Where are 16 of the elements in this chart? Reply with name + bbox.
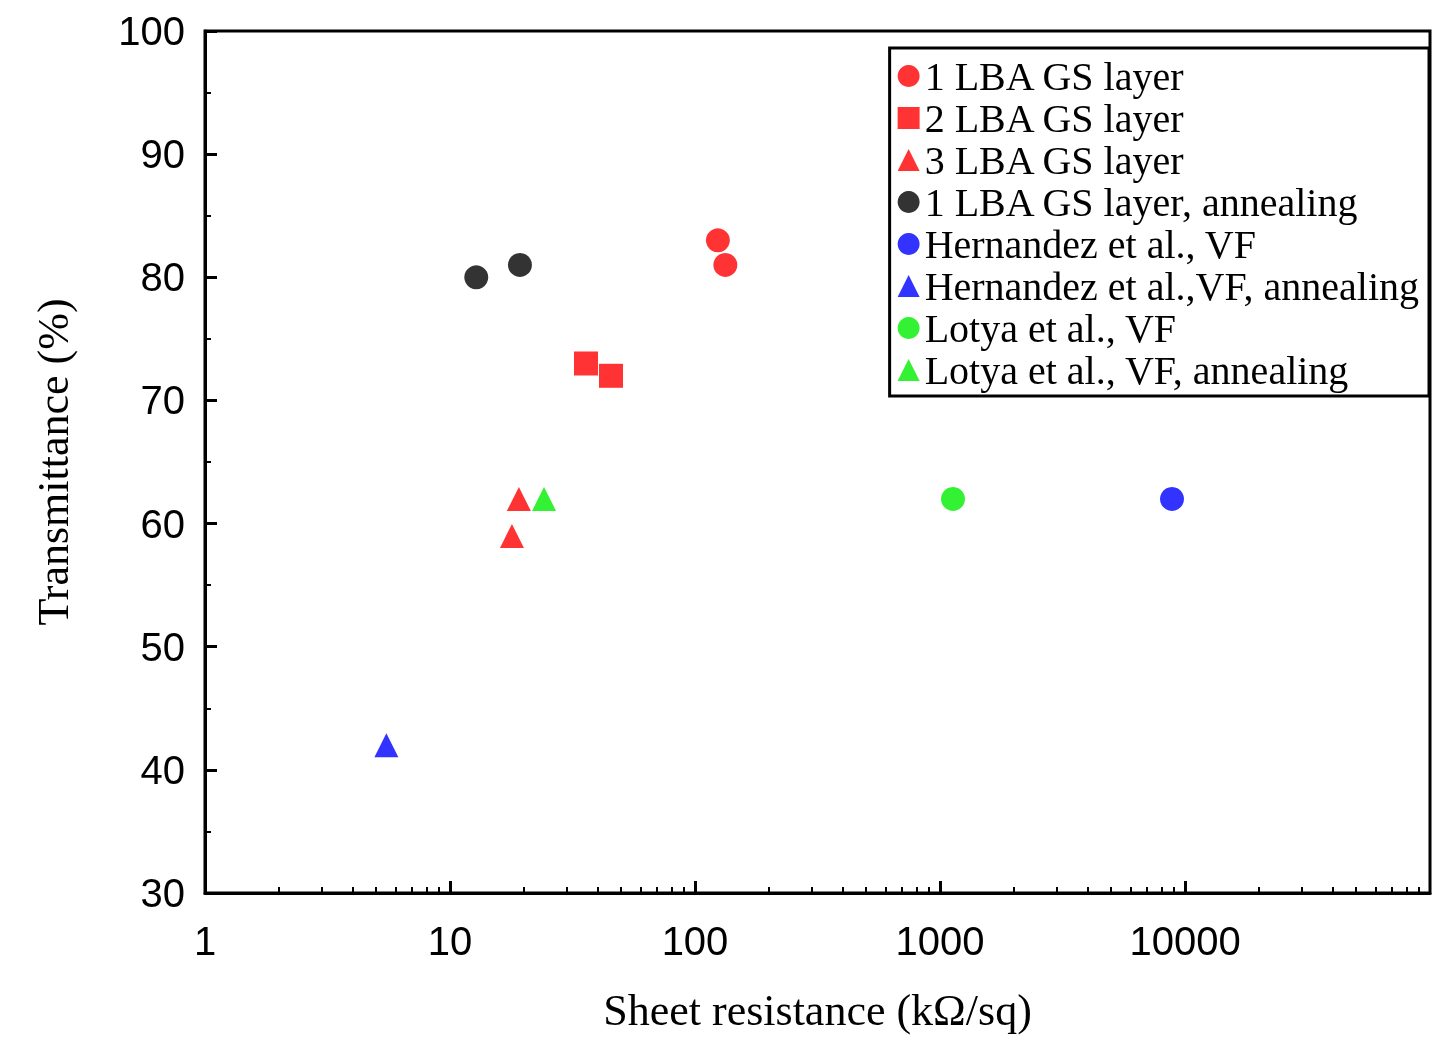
y-tick-label: 60 bbox=[140, 501, 185, 546]
legend-label: 1 LBA GS layer bbox=[924, 53, 1184, 99]
y-tick-label: 80 bbox=[140, 255, 185, 300]
x-tick-label: 100 bbox=[661, 919, 729, 963]
y-tick-label: 50 bbox=[140, 624, 185, 669]
x-axis-title: Sheet resistance (kΩ/sq) bbox=[603, 985, 1032, 1035]
x-tick-label: 1 bbox=[193, 919, 217, 963]
x-tick-label: 10 bbox=[427, 919, 473, 963]
y-tick-label: 90 bbox=[140, 132, 185, 177]
y-axis-title: Transmittance (%) bbox=[28, 298, 78, 626]
y-tick-label: 100 bbox=[118, 9, 185, 53]
x-tick-label: 1000 bbox=[895, 919, 985, 963]
x-tick-label: 10000 bbox=[1129, 919, 1241, 963]
y-tick-label: 40 bbox=[140, 747, 185, 792]
y-tick-label: 70 bbox=[140, 378, 185, 423]
y-tick-label: 30 bbox=[140, 871, 185, 915]
